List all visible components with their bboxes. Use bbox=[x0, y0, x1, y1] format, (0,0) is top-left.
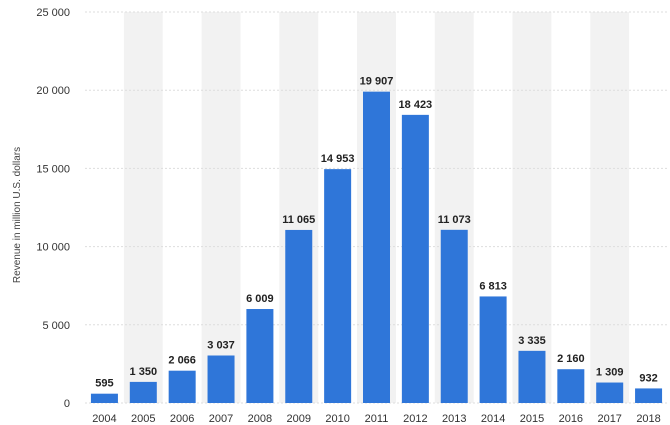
bar-value-label: 6 813 bbox=[479, 280, 507, 292]
bar-2014 bbox=[479, 296, 507, 403]
bar-value-label: 932 bbox=[639, 372, 657, 384]
y-axis-label: Revenue in million U.S. dollars bbox=[12, 147, 23, 283]
bar-2011 bbox=[363, 91, 390, 404]
bar-value-label: 3 037 bbox=[207, 340, 235, 352]
x-tick-label: 2018 bbox=[636, 413, 660, 425]
bar-value-label: 18 423 bbox=[399, 99, 433, 111]
y-tick-label: 20 000 bbox=[36, 85, 70, 97]
bar-value-label: 11 073 bbox=[438, 214, 471, 226]
bar-value-label: 14 953 bbox=[321, 153, 355, 165]
bar-2013 bbox=[440, 229, 468, 403]
bars bbox=[90, 91, 663, 404]
bar-2006 bbox=[168, 370, 196, 403]
bar-value-label: 1 309 bbox=[596, 367, 624, 379]
column-band bbox=[201, 12, 241, 403]
x-axis-ticks: 2004 2005 2006 2007 2008 2009 2010 2011 2012 2013… bbox=[92, 413, 661, 425]
bar-value-label: 595 bbox=[95, 378, 113, 390]
x-tick-label: 2014 bbox=[481, 413, 505, 425]
bar-value-label: 2 066 bbox=[168, 355, 196, 367]
bar-2008 bbox=[246, 309, 274, 403]
y-tick-label: 10 000 bbox=[36, 242, 70, 254]
bar-2015 bbox=[518, 350, 546, 403]
x-tick-label: 2017 bbox=[597, 413, 621, 425]
column-band bbox=[512, 12, 552, 403]
x-tick-label: 2008 bbox=[248, 413, 272, 425]
bar-2012 bbox=[401, 114, 429, 403]
y-tick-label: 25 000 bbox=[36, 7, 70, 19]
x-tick-label: 2010 bbox=[325, 413, 349, 425]
x-tick-label: 2012 bbox=[403, 413, 427, 425]
bar-2004 bbox=[90, 393, 118, 403]
x-tick-label: 2006 bbox=[170, 413, 194, 425]
bar-2009 bbox=[285, 229, 313, 403]
x-tick-label: 2015 bbox=[520, 413, 544, 425]
bar-value-label: 1 350 bbox=[130, 366, 158, 378]
bar-value-label: 19 907 bbox=[360, 76, 394, 88]
x-tick-label: 2004 bbox=[92, 413, 116, 425]
bar-value-label: 3 335 bbox=[518, 335, 546, 347]
bar-2005 bbox=[129, 381, 157, 403]
x-tick-label: 2005 bbox=[131, 413, 155, 425]
bar-2016 bbox=[557, 369, 585, 403]
y-axis-ticks: 0 5 000 10 000 15 000 20 000 25 000 bbox=[36, 7, 70, 410]
bar-value-label: 11 065 bbox=[282, 214, 315, 226]
y-tick-label: 15 000 bbox=[36, 163, 70, 175]
x-tick-label: 2016 bbox=[559, 413, 583, 425]
x-tick-label: 2013 bbox=[442, 413, 466, 425]
bar-2017 bbox=[596, 382, 624, 403]
x-tick-label: 2009 bbox=[287, 413, 311, 425]
x-tick-label: 2011 bbox=[365, 413, 389, 425]
bar-value-label: 2 160 bbox=[557, 353, 585, 365]
column-band bbox=[590, 12, 630, 403]
bar-2018 bbox=[635, 388, 663, 403]
y-tick-label: 0 bbox=[64, 398, 70, 410]
bar-2010 bbox=[324, 169, 352, 403]
y-tick-label: 5 000 bbox=[42, 320, 70, 332]
bar-value-label: 6 009 bbox=[246, 293, 274, 305]
bar-value-labels: 595 1 350 2 066 3 037 6 009 11 065 14 953 19 90… bbox=[95, 76, 657, 390]
column-band bbox=[123, 12, 163, 403]
bar-2007 bbox=[207, 355, 235, 403]
x-tick-label: 2007 bbox=[209, 413, 233, 425]
